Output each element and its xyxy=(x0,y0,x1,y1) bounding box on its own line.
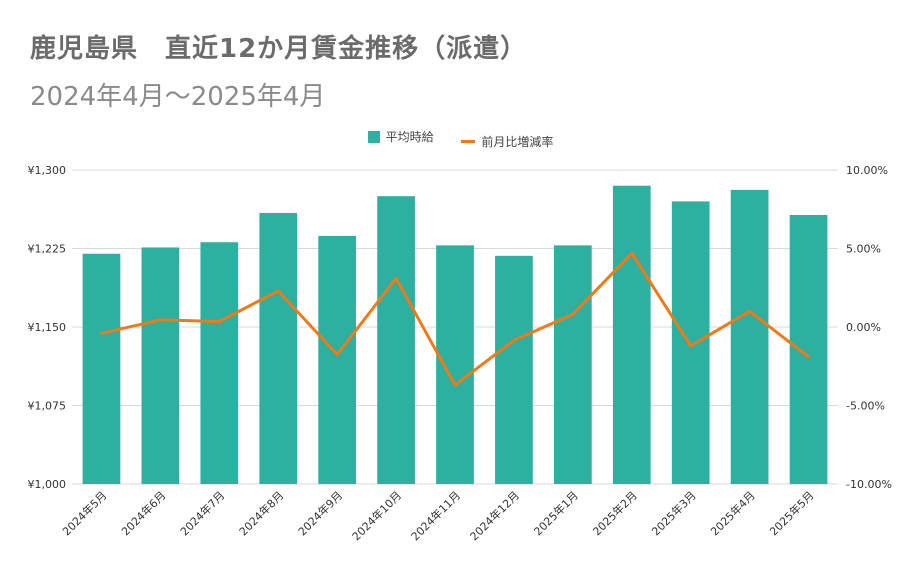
bar xyxy=(318,235,357,484)
bar xyxy=(377,196,415,484)
legend-item-line: 前月比増減率 xyxy=(461,133,553,150)
bar xyxy=(82,253,121,484)
bar xyxy=(671,201,710,484)
x-tick-label: 2025年1月 xyxy=(531,488,581,538)
x-tick-label: 2024年5月 xyxy=(59,488,109,538)
left-tick-label: ¥1,300 xyxy=(28,164,67,177)
bar xyxy=(553,245,592,484)
left-tick-label: ¥1,000 xyxy=(28,478,67,491)
x-tick-label: 2024年8月 xyxy=(236,488,286,538)
x-tick-label: 2024年9月 xyxy=(295,488,345,538)
left-tick-label: ¥1,075 xyxy=(28,400,67,413)
chart-title: 鹿児島県 直近12か月賃金推移（派遣） xyxy=(30,34,528,64)
bar xyxy=(789,215,828,485)
x-tick-label: 2024年11月 xyxy=(408,488,463,543)
legend-swatch-line xyxy=(461,139,476,143)
left-tick-label: ¥1,225 xyxy=(28,243,67,256)
bar xyxy=(436,245,474,484)
x-tick-label: 2025年5月 xyxy=(766,488,816,538)
x-tick-label: 2025年3月 xyxy=(649,488,699,538)
x-tick-label: 2025年4月 xyxy=(708,488,758,538)
x-tick-label: 2024年7月 xyxy=(177,488,227,538)
legend: 平均時給 前月比増減率 xyxy=(0,128,921,150)
left-tick-label: ¥1,150 xyxy=(28,321,67,334)
bar xyxy=(612,185,651,484)
x-tick-label: 2024年12月 xyxy=(467,488,522,543)
bar xyxy=(730,189,769,485)
bar xyxy=(259,212,298,484)
bar xyxy=(495,255,533,484)
legend-label-bar: 平均時給 xyxy=(385,130,434,144)
legend-swatch-bar xyxy=(367,130,380,143)
x-tick-label: 2024年6月 xyxy=(118,488,168,538)
legend-label-line: 前月比増減率 xyxy=(481,134,554,149)
legend-item-bar: 平均時給 xyxy=(367,128,434,145)
right-tick-label: 10.00% xyxy=(846,164,888,177)
x-tick-label: 2024年10月 xyxy=(349,488,404,543)
right-tick-label: -5.00% xyxy=(846,400,885,413)
bar xyxy=(141,247,180,484)
right-tick-label: 0.00% xyxy=(846,321,881,334)
x-tick-label: 2025年2月 xyxy=(590,488,640,538)
right-tick-label: 5.00% xyxy=(846,243,881,256)
bar xyxy=(200,242,239,484)
chart-subtitle: 2024年4月～2025年4月 xyxy=(30,82,326,112)
right-tick-label: -10.00% xyxy=(846,478,892,491)
